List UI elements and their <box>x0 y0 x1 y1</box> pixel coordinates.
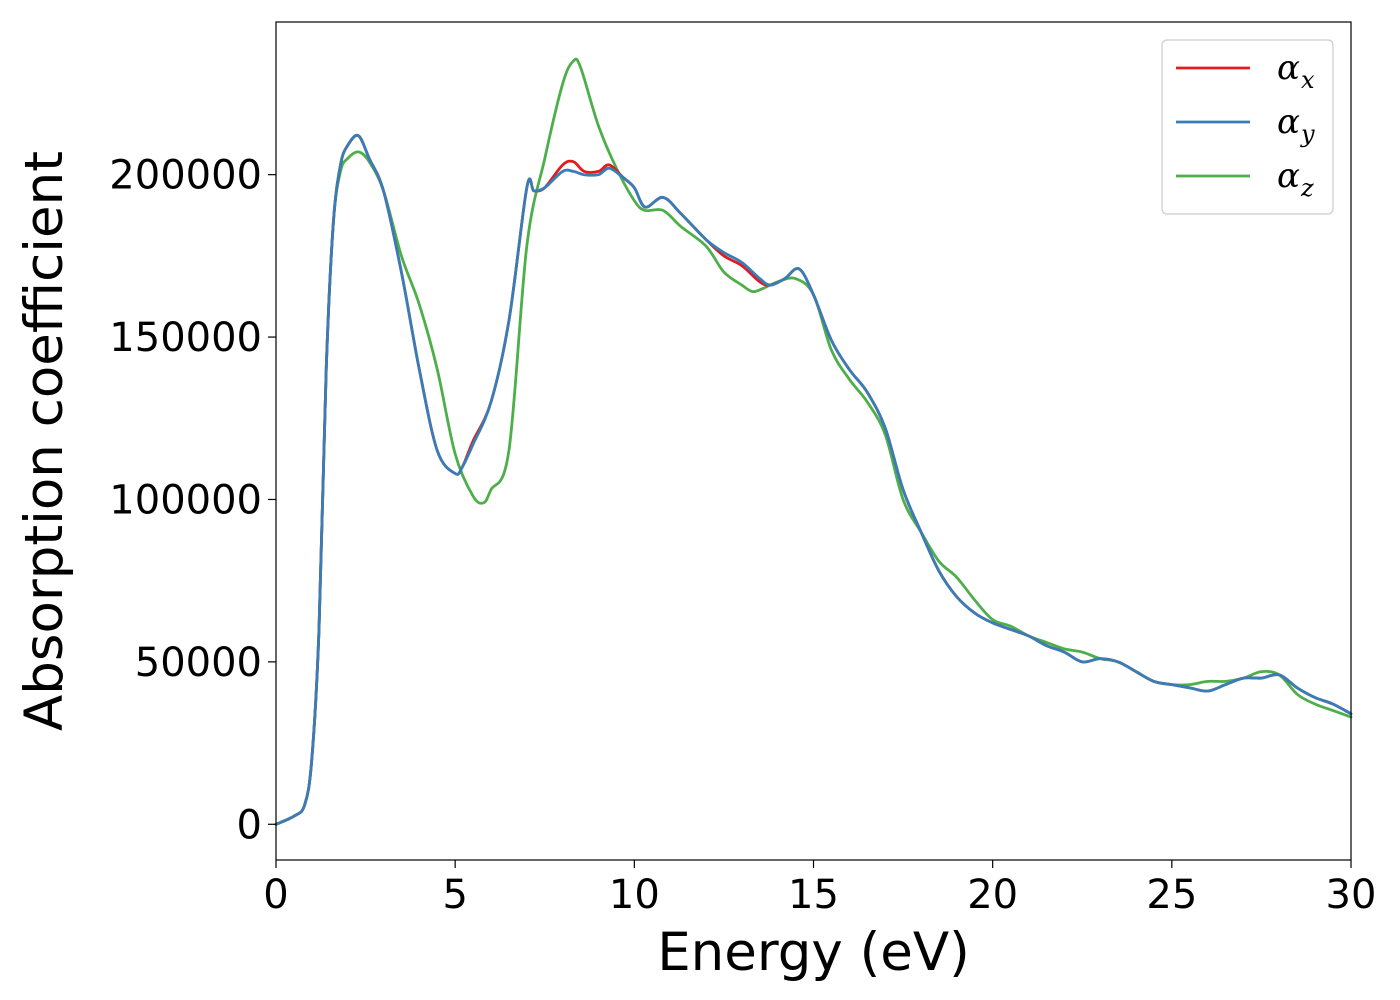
legend-label-base: α <box>1277 48 1300 88</box>
legend-label-base: α <box>1277 102 1300 142</box>
x-tick-label: 15 <box>788 872 839 918</box>
x-tick-label: 10 <box>609 872 660 918</box>
legend-label-base: α <box>1277 156 1300 196</box>
x-tick-label: 5 <box>442 872 467 918</box>
y-axis-ticks: 0 50000 100000 150000 200000 <box>109 153 276 848</box>
y-tick-label: 100000 <box>109 477 262 523</box>
legend-label-z: αz <box>1277 156 1314 202</box>
x-tick-label: 0 <box>263 872 288 918</box>
y-axis-label: Absorption coefficient <box>14 151 75 731</box>
legend-label-subscript: z <box>1300 174 1314 202</box>
series-lines <box>274 57 1353 826</box>
y-tick-label: 150000 <box>109 315 262 361</box>
legend-label-subscript: x <box>1301 66 1315 94</box>
series-line-y <box>274 133 1353 826</box>
x-axis-ticks: 0 5 10 15 20 25 30 <box>263 860 1376 918</box>
y-tick-label: 200000 <box>109 153 262 199</box>
x-tick-label: 25 <box>1146 872 1197 918</box>
legend-box <box>1161 39 1334 215</box>
legend-label-x: αx <box>1277 48 1315 94</box>
legend-label-subscript: y <box>1300 120 1315 148</box>
y-tick-label: 0 <box>237 802 262 848</box>
x-tick-label: 20 <box>967 872 1018 918</box>
x-axis-label: Energy (eV) <box>657 922 970 983</box>
x-tick-label: 30 <box>1326 872 1377 918</box>
legend-label-y: αy <box>1277 102 1315 148</box>
y-tick-label: 50000 <box>135 640 262 686</box>
